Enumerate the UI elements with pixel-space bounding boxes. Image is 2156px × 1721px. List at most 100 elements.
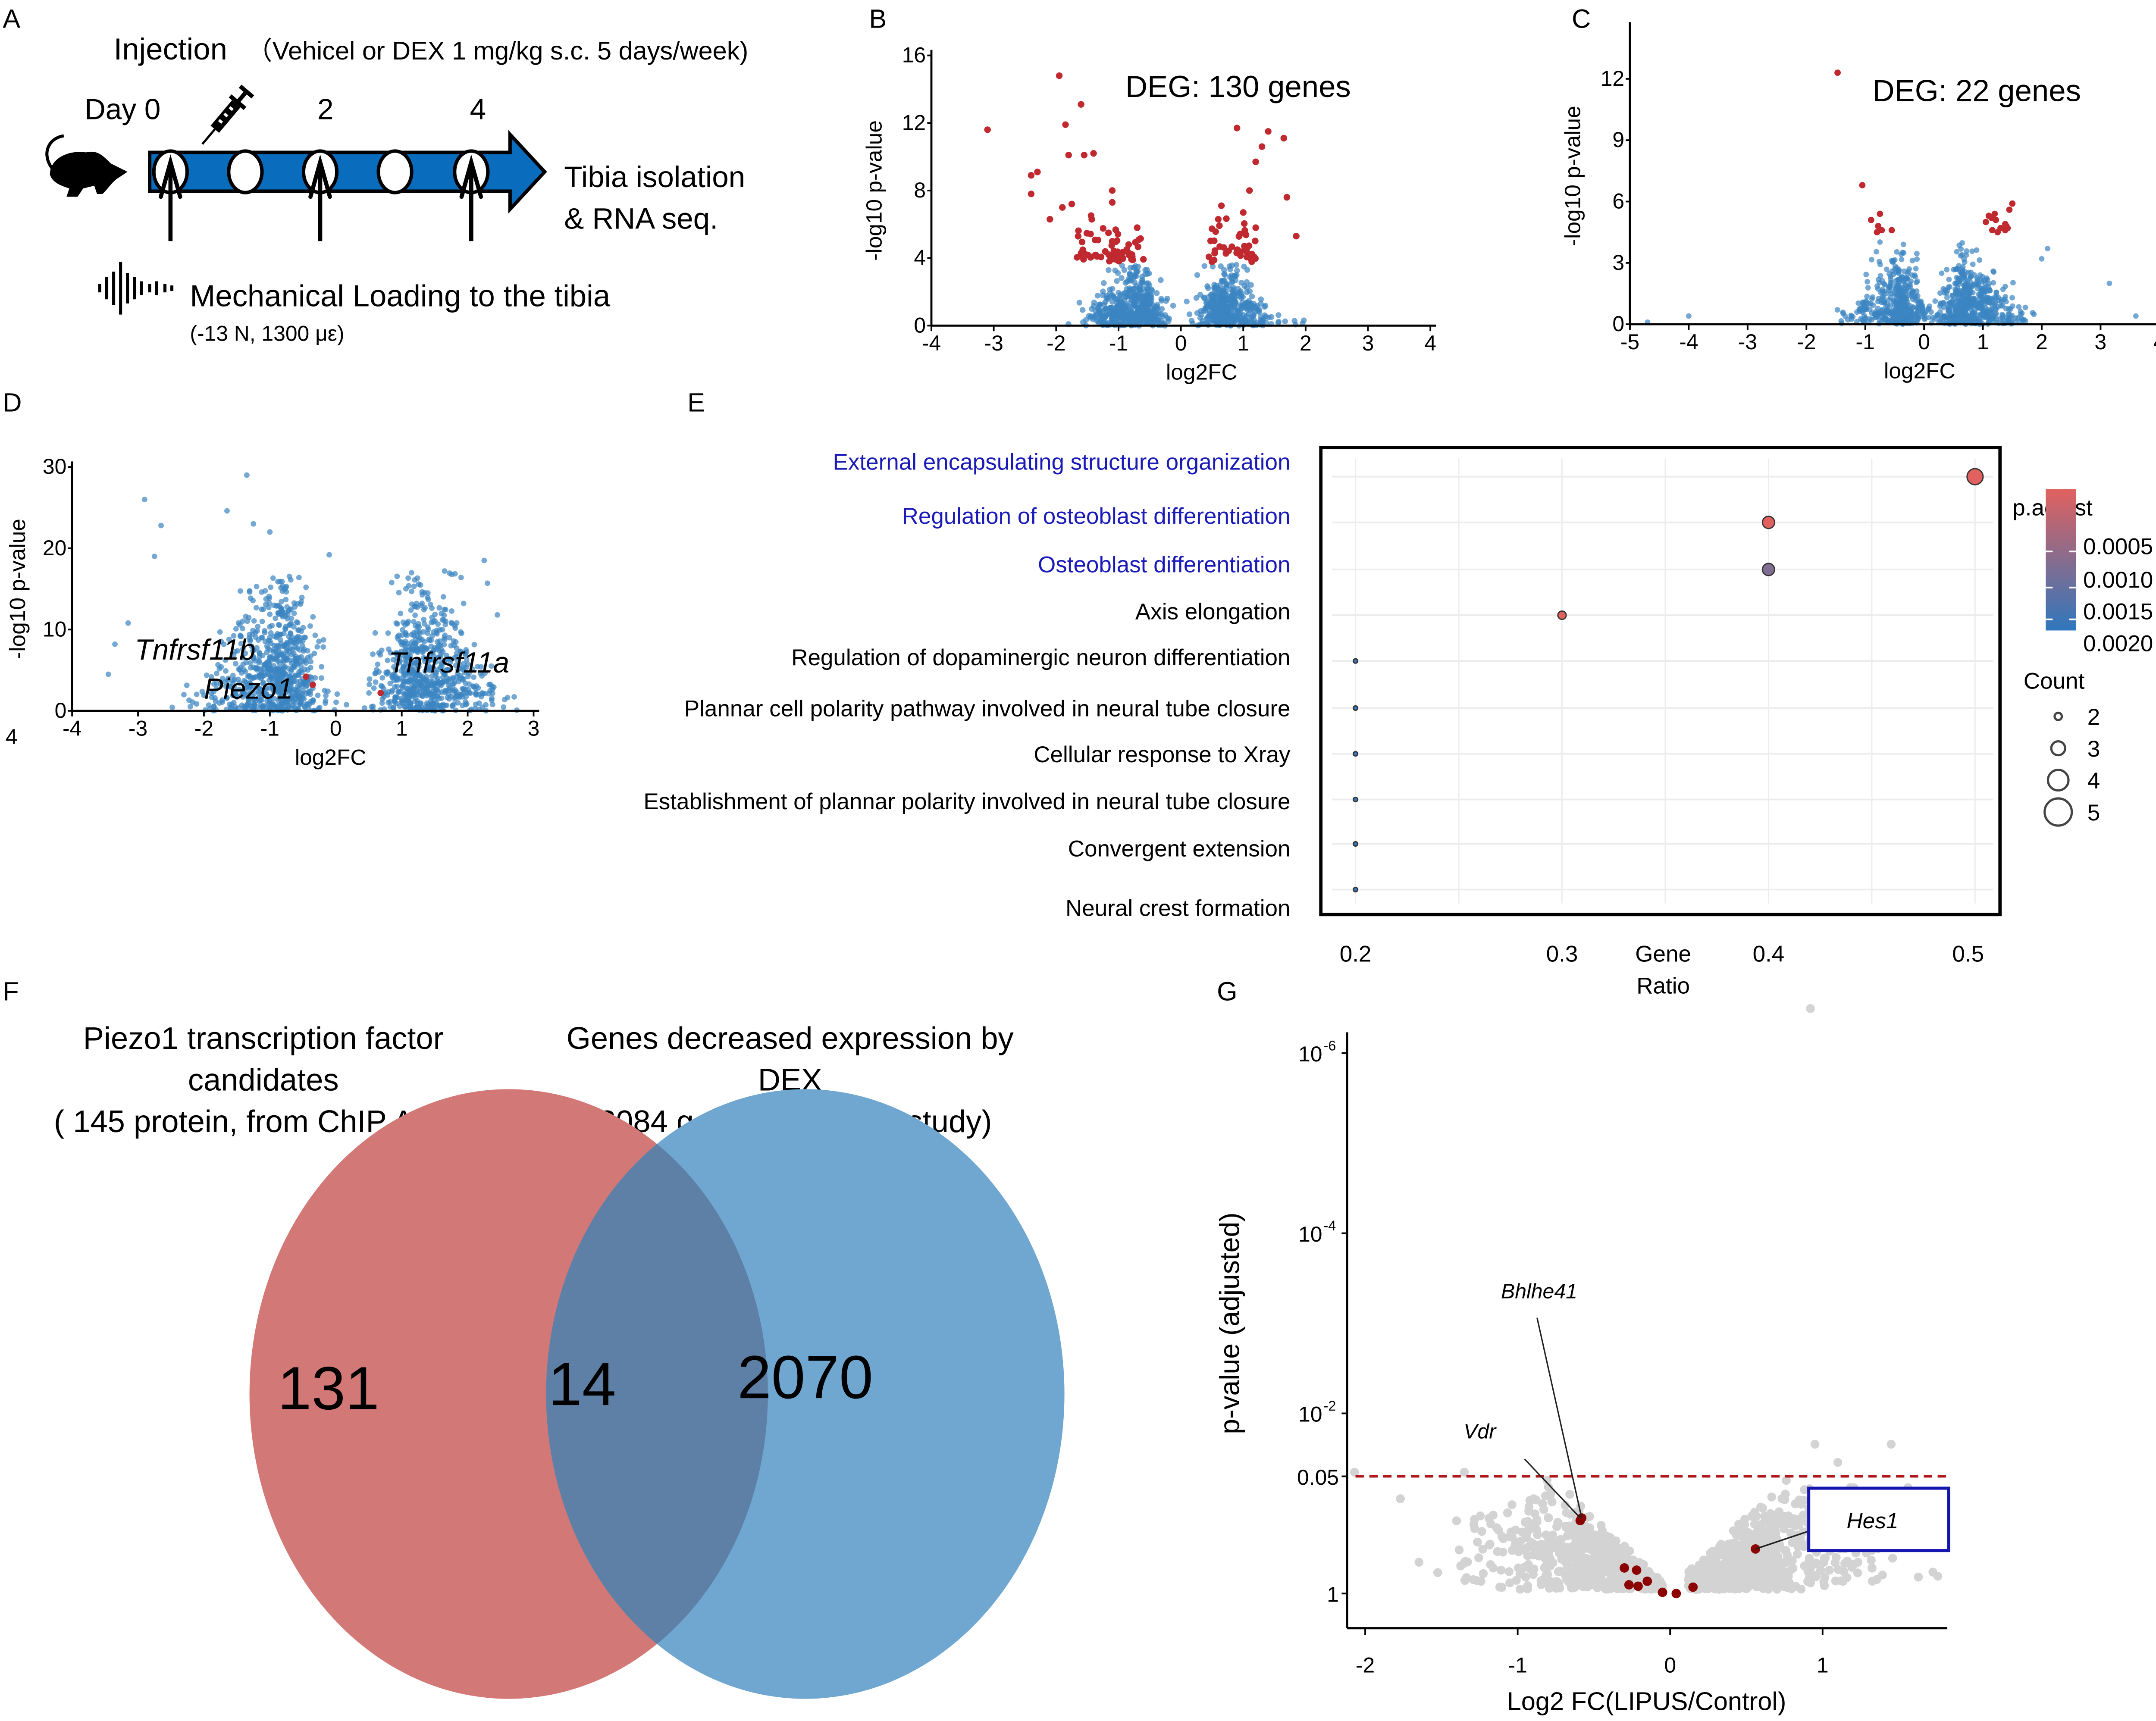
data-point	[1620, 1550, 1629, 1559]
data-point	[268, 667, 273, 673]
data-point	[1144, 267, 1150, 273]
data-point	[1123, 294, 1129, 300]
data-point	[1170, 303, 1176, 309]
outlier-point	[442, 568, 448, 574]
data-point	[1498, 1534, 1508, 1543]
stray-tick-label: 4	[6, 725, 18, 749]
data-point	[1977, 257, 1983, 263]
x-tick-label: -2	[1047, 331, 1065, 355]
data-point	[1788, 1564, 1798, 1573]
data-point	[1144, 316, 1150, 323]
data-point	[1141, 293, 1147, 299]
colorbar-label: 0.0005	[2083, 534, 2153, 560]
loading-arrow-head	[459, 154, 483, 199]
data-point	[1515, 1569, 1525, 1579]
data-point	[2020, 317, 2026, 323]
data-point	[398, 610, 404, 616]
timepoint-markers	[152, 149, 490, 241]
data-point	[276, 648, 282, 654]
panel-label-c: C	[1572, 4, 1591, 33]
data-point	[1783, 1550, 1792, 1560]
x-tick-label: 0.4	[1753, 942, 1785, 967]
significant-point	[1877, 210, 1883, 217]
data-point	[292, 687, 298, 693]
data-point	[409, 601, 415, 607]
data-point	[1608, 1556, 1618, 1566]
data-point	[1941, 313, 1947, 319]
go-term-label: Regulation of dopaminergic neuron differ…	[791, 645, 1290, 670]
significant-point	[1888, 227, 1895, 234]
go-term-label: Convergent extension	[1068, 836, 1291, 861]
data-point	[1956, 242, 1962, 248]
data-point	[1516, 1536, 1525, 1546]
data-point	[1486, 1519, 1495, 1528]
data-point	[1103, 295, 1110, 301]
data-point	[414, 704, 420, 710]
data-point	[1900, 241, 1906, 247]
data-point	[1083, 317, 1089, 323]
data-point	[1109, 316, 1115, 322]
data-point	[1247, 288, 1253, 294]
y-tick-label: 0	[914, 313, 926, 337]
data-point	[1244, 299, 1250, 306]
data-point	[1952, 281, 1958, 287]
data-point	[1201, 263, 1207, 269]
data-point	[1955, 285, 1961, 291]
significant-point	[2003, 223, 2010, 229]
data-point	[2003, 299, 2009, 305]
data-point	[1232, 291, 1238, 297]
data-point	[1114, 278, 1120, 284]
data-point	[406, 688, 412, 694]
x-tick-label: -2	[1797, 330, 1816, 354]
data-point	[1955, 307, 1962, 313]
data-point	[412, 577, 418, 583]
x-tick-label: -2	[194, 717, 213, 741]
x-axis-title: Ratio	[1636, 973, 1690, 999]
data-point	[421, 639, 427, 645]
data-point	[411, 698, 417, 704]
data-point	[491, 684, 497, 690]
significant-point	[1241, 220, 1248, 227]
data-point	[1865, 285, 1871, 291]
data-point	[1905, 269, 1912, 275]
data-point	[1142, 271, 1148, 277]
data-point	[1532, 1515, 1542, 1524]
data-point	[1703, 1565, 1712, 1574]
data-point	[406, 583, 412, 589]
panel-label-f: F	[3, 977, 19, 1006]
data-point	[1257, 314, 1264, 320]
data-point	[1193, 295, 1200, 301]
data-point	[396, 590, 402, 596]
data-point	[1282, 318, 1288, 325]
data-point	[294, 601, 300, 607]
data-point	[482, 691, 488, 697]
data-point	[1839, 1567, 1849, 1577]
deg-annotation: DEG: 22 genes	[1873, 74, 2081, 108]
data-point	[1892, 310, 1898, 316]
gene-label: Tnfrsf11b	[135, 634, 255, 666]
data-point	[1210, 314, 1217, 321]
data-point	[1738, 1548, 1747, 1558]
data-point	[333, 699, 339, 705]
data-point	[240, 618, 246, 624]
data-point	[1205, 285, 1211, 291]
data-point	[1816, 1566, 1826, 1575]
significant-point	[303, 673, 310, 680]
data-point	[1865, 279, 1871, 285]
injection-detail: （Vehicel or DEX 1 mg/kg s.c. 5 days/week…	[247, 36, 748, 65]
significant-point	[1081, 151, 1088, 159]
x-tick-label: 0.2	[1340, 942, 1372, 967]
data-point	[1784, 1511, 1793, 1521]
data-point	[1575, 1534, 1584, 1543]
data-point	[473, 690, 479, 696]
data-point	[1470, 1514, 1479, 1524]
data-point	[1743, 1559, 1753, 1569]
data-point	[1219, 304, 1225, 310]
significant-point	[1137, 235, 1144, 242]
panel-label-d: D	[3, 388, 22, 417]
data-point	[1912, 293, 1918, 299]
data-point	[1894, 284, 1900, 290]
size-legend-circle	[2053, 711, 2063, 721]
